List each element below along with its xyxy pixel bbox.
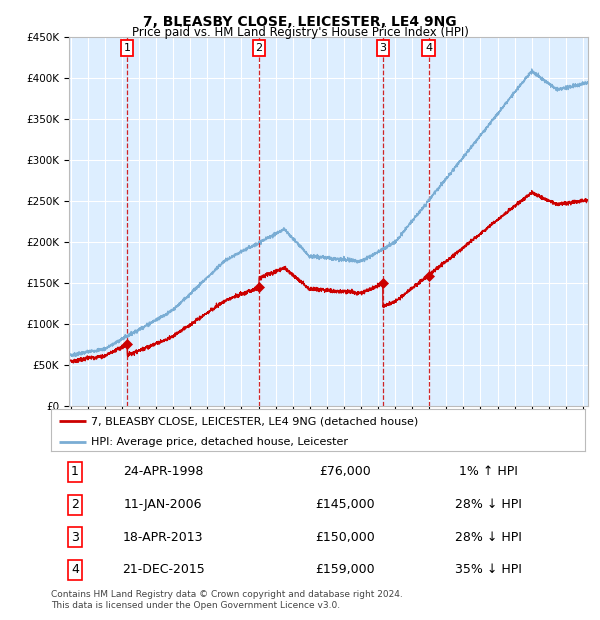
Text: £150,000: £150,000 <box>315 531 374 544</box>
Text: 28% ↓ HPI: 28% ↓ HPI <box>455 498 523 511</box>
Text: 4: 4 <box>71 563 79 576</box>
Text: Price paid vs. HM Land Registry's House Price Index (HPI): Price paid vs. HM Land Registry's House … <box>131 26 469 39</box>
Text: £76,000: £76,000 <box>319 466 371 479</box>
Text: Contains HM Land Registry data © Crown copyright and database right 2024.
This d: Contains HM Land Registry data © Crown c… <box>51 590 403 609</box>
Text: 1: 1 <box>71 466 79 479</box>
Text: 1% ↑ HPI: 1% ↑ HPI <box>460 466 518 479</box>
Text: £145,000: £145,000 <box>315 498 374 511</box>
Text: 21-DEC-2015: 21-DEC-2015 <box>122 563 205 576</box>
Text: 1: 1 <box>124 43 131 53</box>
Text: 7, BLEASBY CLOSE, LEICESTER, LE4 9NG: 7, BLEASBY CLOSE, LEICESTER, LE4 9NG <box>143 16 457 30</box>
Text: 11-JAN-2006: 11-JAN-2006 <box>124 498 202 511</box>
Text: HPI: Average price, detached house, Leicester: HPI: Average price, detached house, Leic… <box>91 437 348 447</box>
Text: 24-APR-1998: 24-APR-1998 <box>123 466 203 479</box>
Text: 18-APR-2013: 18-APR-2013 <box>123 531 203 544</box>
Text: 28% ↓ HPI: 28% ↓ HPI <box>455 531 523 544</box>
Text: 2: 2 <box>256 43 263 53</box>
Text: 7, BLEASBY CLOSE, LEICESTER, LE4 9NG (detached house): 7, BLEASBY CLOSE, LEICESTER, LE4 9NG (de… <box>91 416 418 426</box>
Text: 3: 3 <box>71 531 79 544</box>
Text: 2: 2 <box>71 498 79 511</box>
Text: 4: 4 <box>425 43 432 53</box>
Text: 35% ↓ HPI: 35% ↓ HPI <box>455 563 523 576</box>
Text: £159,000: £159,000 <box>315 563 374 576</box>
Text: 3: 3 <box>379 43 386 53</box>
